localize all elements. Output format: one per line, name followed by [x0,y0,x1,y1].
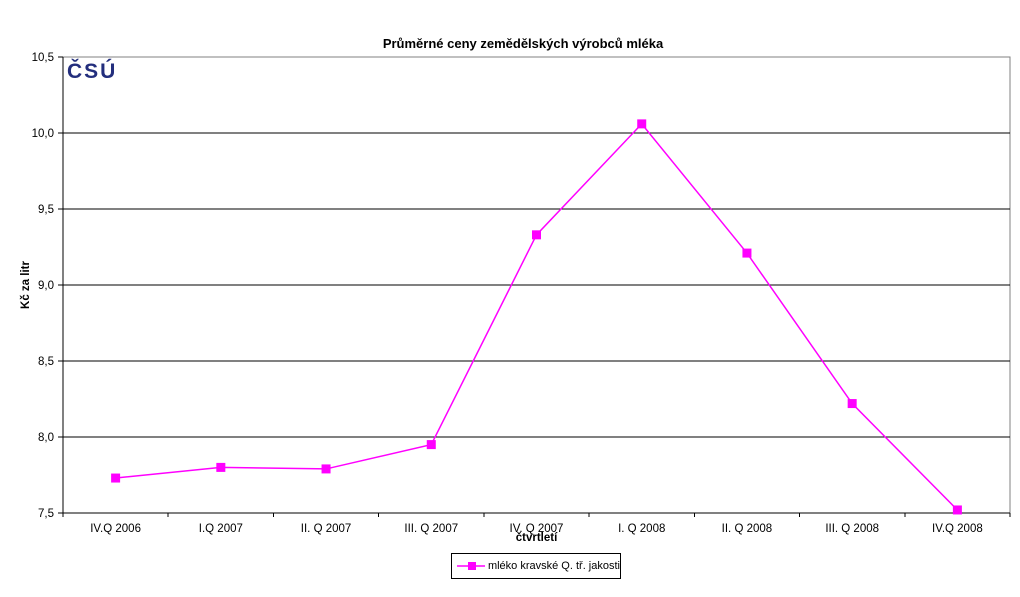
x-tick-label: II. Q 2007 [301,523,352,535]
series-line [115,122,958,511]
data-point [426,440,436,450]
data-point [952,505,962,515]
y-tick-label: 9,0 [38,280,54,292]
data-point [847,399,857,409]
x-tick-label: IV.Q 2006 [90,523,141,535]
x-tick-label: IV.Q 2008 [932,523,983,535]
y-tick-label: 9,5 [38,204,54,216]
legend-series-label: mléko kravské Q. tř. jakosti [487,560,620,572]
legend-square-marker-icon [468,562,476,570]
legend-series-marker [457,562,485,570]
y-tick-label: 8,5 [38,356,54,368]
chart-title: Průměrné ceny zemědělských výrobců mléka [382,36,664,51]
y-tick-label: 10,0 [32,128,54,140]
x-axis-title: čtvrtletí [515,532,558,544]
data-point [637,119,647,129]
x-tick-label: IV. Q 2007 [510,523,564,535]
x-tick-label: III. Q 2007 [404,523,458,535]
data-point [216,462,226,472]
x-tick-label: III. Q 2008 [825,523,879,535]
data-point [532,230,541,240]
legend: mléko kravské Q. tř. jakosti [451,553,621,579]
y-tick-label: 7,5 [38,508,54,520]
data-point [111,473,121,483]
y-tick-label: 8,0 [38,432,54,444]
x-tick-label: I.Q 2007 [199,523,243,535]
data-point [742,248,752,258]
data-point [321,464,331,474]
csu-logo: ČSÚ [67,60,118,83]
x-tick-label: II. Q 2008 [722,523,773,535]
x-tick-label: I. Q 2008 [618,523,665,535]
y-tick-label: 10,5 [32,52,54,64]
